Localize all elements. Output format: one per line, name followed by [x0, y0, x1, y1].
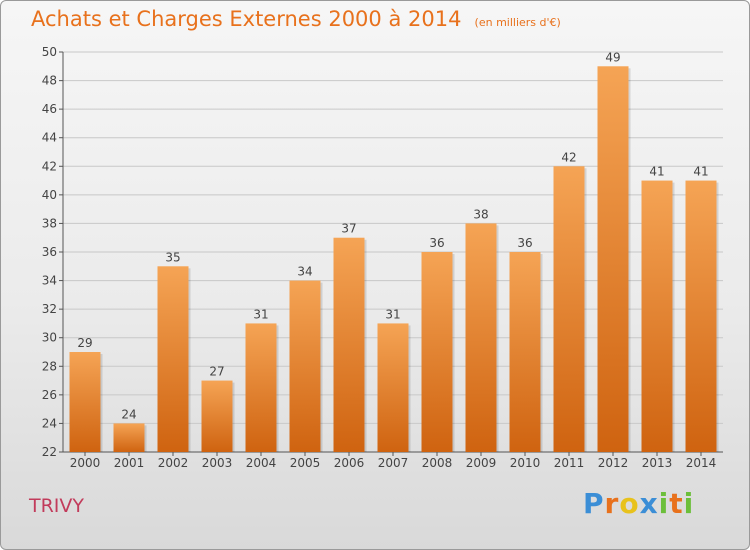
- y-tick-label: 36: [42, 245, 57, 259]
- bar: [245, 323, 277, 452]
- x-tick-label: 2010: [510, 456, 541, 470]
- y-tick-label: 32: [42, 302, 57, 316]
- y-tick-label: 26: [42, 388, 57, 402]
- bar: [641, 180, 673, 453]
- x-tick-label: 2008: [422, 456, 453, 470]
- logo-letter: P: [583, 487, 605, 520]
- x-tick-label: 2012: [598, 456, 629, 470]
- bar: [201, 380, 233, 452]
- x-tick-label: 2001: [114, 456, 145, 470]
- bar: [685, 180, 717, 453]
- logo-letter: i: [683, 487, 695, 520]
- data-label: 41: [693, 165, 708, 179]
- data-label: 38: [473, 207, 488, 221]
- chart-title: Achats et Charges Externes 2000 à 2014 (…: [31, 7, 561, 31]
- y-tick-label: 48: [42, 74, 57, 88]
- bar: [289, 280, 321, 452]
- bar: [597, 66, 629, 453]
- logo-letter: x: [639, 487, 659, 520]
- bar: [421, 252, 453, 452]
- data-label: 36: [429, 236, 444, 250]
- y-tick-label: 44: [42, 131, 57, 145]
- chart-title-text: Achats et Charges Externes 2000 à 2014: [31, 7, 462, 31]
- y-tick-label: 22: [42, 445, 57, 459]
- y-tick-label: 30: [42, 331, 57, 345]
- y-tick-label: 40: [42, 188, 57, 202]
- data-label: 31: [253, 307, 268, 321]
- y-tick-label: 24: [42, 416, 57, 430]
- data-label: 49: [605, 50, 620, 64]
- y-tick-label: 34: [42, 274, 57, 288]
- x-tick-label: 2009: [466, 456, 497, 470]
- x-tick-label: 2013: [642, 456, 673, 470]
- x-tick-label: 2006: [334, 456, 365, 470]
- bar: [333, 237, 365, 452]
- data-label: 41: [649, 165, 664, 179]
- logo-letter: i: [658, 487, 670, 520]
- y-tick-label: 50: [42, 45, 57, 59]
- data-label: 35: [165, 250, 180, 264]
- data-label: 24: [121, 407, 136, 421]
- bar: [465, 223, 497, 452]
- data-label: 29: [77, 336, 92, 350]
- bar: [157, 266, 189, 452]
- logo-letter: r: [604, 487, 620, 520]
- data-label: 42: [561, 150, 576, 164]
- data-label: 36: [517, 236, 532, 250]
- proxiti-logo[interactable]: Proxiti: [583, 487, 694, 520]
- x-tick-label: 2002: [158, 456, 189, 470]
- y-tick-label: 28: [42, 359, 57, 373]
- bar: [553, 166, 585, 453]
- logo-letter: t: [669, 487, 684, 520]
- bar: [113, 423, 145, 452]
- x-tick-label: 2007: [378, 456, 409, 470]
- y-tick-label: 46: [42, 102, 57, 116]
- bar: [377, 323, 409, 452]
- x-tick-label: 2014: [686, 456, 717, 470]
- data-label: 34: [297, 265, 312, 279]
- x-tick-label: 2011: [554, 456, 585, 470]
- y-tick-label: 42: [42, 159, 57, 173]
- x-tick-label: 2005: [290, 456, 321, 470]
- data-label: 27: [209, 365, 224, 379]
- chart-subtitle: (en milliers d'€): [474, 16, 561, 29]
- bar: [69, 352, 101, 452]
- y-tick-label: 38: [42, 216, 57, 230]
- data-label: 37: [341, 222, 356, 236]
- logo-letter: o: [619, 487, 640, 520]
- x-tick-label: 2004: [246, 456, 277, 470]
- x-tick-label: 2000: [70, 456, 101, 470]
- data-label: 31: [385, 307, 400, 321]
- x-tick-label: 2003: [202, 456, 233, 470]
- location-label: TRIVY: [29, 495, 85, 517]
- bar: [509, 252, 541, 452]
